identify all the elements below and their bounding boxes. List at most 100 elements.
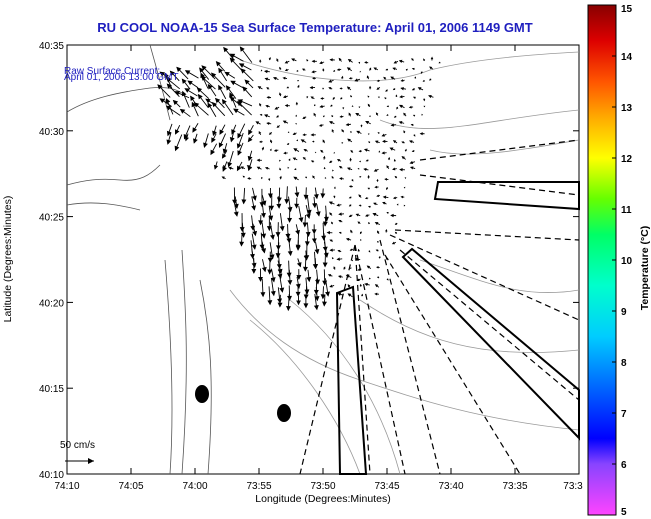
y-tick-label: 40:25 (39, 213, 64, 224)
current-vector-head (284, 199, 290, 205)
current-vector-head (306, 59, 309, 62)
current-vector-head (408, 105, 412, 109)
current-vector-head (338, 231, 342, 234)
current-vector-head (338, 57, 342, 62)
current-vector-head (403, 112, 407, 116)
current-vector-head (295, 283, 301, 289)
current-vector-head (287, 280, 293, 286)
current-vector-head (175, 129, 180, 135)
current-vector-head (377, 230, 380, 234)
current-vector-head (405, 68, 408, 71)
current-vector-head (367, 174, 370, 178)
current-vector-head (331, 175, 334, 179)
current-vector-head (223, 164, 226, 168)
current-vector-head (403, 130, 406, 133)
x-axis-label: Longitude (Degrees:Minutes) (255, 493, 390, 505)
current-vector-head (219, 129, 225, 135)
current-vector-head (387, 156, 391, 160)
current-vector-head (412, 96, 416, 99)
current-vector-head (221, 176, 225, 180)
current-vector-head (306, 276, 312, 283)
current-vector-head (394, 231, 398, 234)
current-vector-head (333, 266, 336, 269)
current-vector-head (279, 175, 282, 179)
current-vector-head (381, 151, 385, 155)
current-vector-head (174, 91, 181, 96)
current-vector-head (329, 160, 332, 164)
current-vector-head (242, 86, 248, 92)
current-vector-head (356, 278, 360, 282)
current-vector-head (313, 112, 317, 116)
current-vector-head (203, 142, 208, 148)
current-vector-head (322, 139, 326, 143)
current-vector-head (376, 266, 379, 269)
colorbar-tick-label: 10 (621, 256, 633, 267)
current-vector-head (292, 132, 296, 135)
current-vector-head (247, 177, 251, 180)
current-vector-head (260, 292, 266, 298)
current-vector-head (274, 106, 278, 110)
current-vector-head (302, 157, 306, 160)
current-vector-head (374, 292, 378, 296)
current-vector-head (351, 179, 354, 182)
current-vector-head (200, 75, 207, 81)
colorbar-label: Temperature (°C) (639, 226, 651, 311)
current-vector-head (294, 203, 300, 209)
current-vector-head (364, 61, 367, 64)
colorbar-tick-label: 6 (621, 460, 627, 471)
current-vector-head (218, 84, 223, 91)
current-vector-head (244, 79, 250, 85)
current-vector-head (333, 195, 336, 199)
current-vector-head (392, 167, 396, 171)
current-vector-head (413, 134, 416, 137)
current-vector-head (233, 108, 239, 114)
current-vector-head (390, 76, 394, 80)
current-vector-head (333, 186, 336, 189)
current-vector-head (349, 157, 352, 161)
current-vector-head (273, 149, 277, 152)
current-vector-head (386, 278, 389, 281)
colorbar-tick-label: 12 (621, 154, 633, 165)
current-vector-head (345, 237, 350, 241)
current-vector-head (374, 222, 379, 226)
current-vector-head (322, 262, 328, 268)
current-vector-head (296, 262, 302, 268)
x-tick-labels: 74:10 74:05 74:00 73:55 73:50 73:45 73:40 73:35… (54, 481, 583, 492)
current-vector-head (184, 136, 189, 142)
current-vector-head (383, 76, 387, 80)
current-vector-head (385, 257, 389, 261)
current-vector-head (295, 245, 301, 251)
current-vector-head (309, 85, 313, 90)
current-vector-head (376, 87, 380, 90)
current-vector-head (260, 212, 266, 219)
current-vector-head (199, 67, 205, 73)
current-vector-head (345, 274, 350, 278)
current-vector-head (358, 194, 362, 198)
current-vector-head (357, 248, 360, 252)
current-vector-head (329, 248, 333, 252)
current-vector-head (311, 59, 315, 63)
current-vector-head (329, 58, 333, 62)
current-vector-head (390, 213, 394, 218)
current-vector-head (386, 105, 389, 108)
current-vector-head (269, 148, 272, 151)
current-vector-head (159, 98, 165, 104)
current-vector-head (169, 70, 175, 76)
current-vector-head (409, 140, 413, 144)
current-vector-head (384, 97, 387, 100)
current-vector-head (430, 56, 434, 60)
current-vector-head (346, 86, 351, 90)
current-vector-head (268, 57, 271, 60)
current-vector-head (291, 58, 295, 62)
current-vector-head (221, 153, 227, 159)
current-vectors (157, 46, 441, 312)
current-vector-head (237, 150, 242, 156)
current-vector-head (350, 229, 353, 233)
current-vector-head (248, 129, 253, 136)
current-vector-head (165, 105, 172, 111)
current-vector-head (348, 185, 352, 188)
current-vector-head (296, 275, 302, 281)
current-vector-head (382, 201, 386, 205)
current-vector-head (310, 96, 314, 100)
current-vector-head (293, 148, 298, 152)
